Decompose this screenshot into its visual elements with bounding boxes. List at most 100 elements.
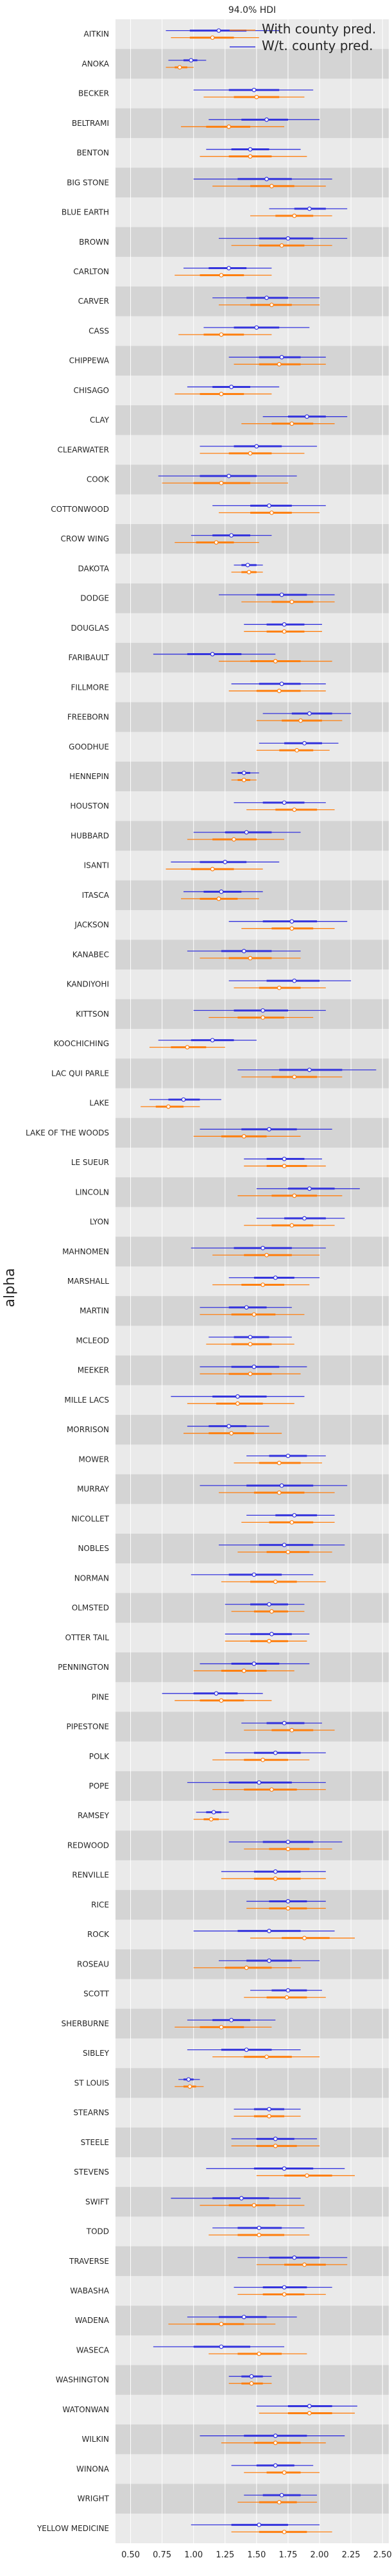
hdi-mark [234, 362, 326, 367]
point-estimate [269, 1787, 274, 1792]
point-estimate [294, 748, 300, 753]
point-estimate [210, 35, 215, 40]
point-estimate [264, 2055, 269, 2060]
point-estimate [244, 1965, 249, 1970]
x-tick-label: 1.00 [184, 2550, 203, 2560]
hdi-mark [241, 926, 335, 931]
hdi-mark [212, 2055, 320, 2060]
hdi-mark [244, 629, 322, 634]
y-tick-label: CARVER [78, 297, 109, 306]
point-estimate [307, 1067, 312, 1073]
point-estimate [289, 599, 294, 604]
hdi-mark [241, 1520, 335, 1525]
hdi-mark [212, 295, 320, 301]
point-estimate [219, 332, 224, 337]
row-band [115, 2424, 389, 2455]
point-estimate [210, 1038, 215, 1043]
hdi-mark [231, 771, 259, 775]
point-estimate [244, 2047, 249, 2053]
hdi-mark [218, 236, 348, 241]
y-tick-label: HUBBARD [71, 831, 109, 840]
hdi-mark [231, 243, 332, 248]
hdi-mark [191, 2522, 320, 2527]
hdi-mark [221, 1869, 326, 1874]
hdi-mark [175, 273, 272, 277]
point-estimate [292, 1074, 297, 1080]
point-estimate [285, 1839, 291, 1844]
point-estimate [264, 1252, 269, 1257]
point-estimate [264, 117, 269, 122]
row-band [115, 2306, 389, 2336]
point-estimate [251, 1364, 257, 1369]
y-tick-label: SIBLEY [83, 2049, 110, 2058]
hdi-mark [256, 1216, 345, 1221]
hdi-mark [153, 652, 276, 656]
y-tick-label: NICOLLET [71, 1514, 109, 1523]
y-tick-label: MURRAY [77, 1485, 110, 1494]
row-band [115, 642, 389, 673]
point-estimate [210, 652, 215, 656]
hdi-mark [196, 1810, 229, 1815]
point-estimate [260, 1015, 266, 1020]
point-estimate [260, 1008, 266, 1013]
hdi-mark [191, 1245, 326, 1250]
point-estimate [269, 302, 274, 308]
point-estimate [285, 1846, 291, 1852]
hdi-mark [175, 2084, 204, 2089]
hdi-mark [171, 859, 280, 864]
chart-title: 94.0% HDI [228, 5, 276, 15]
point-estimate [248, 1371, 253, 1376]
y-tick-label: ANOKA [82, 59, 110, 68]
hdi-mark [187, 837, 285, 842]
hdi-mark [212, 184, 326, 189]
row-band [115, 1889, 389, 1920]
point-estimate [223, 859, 228, 864]
hdi-mark [162, 480, 288, 486]
point-estimate [282, 1164, 287, 1168]
hdi-mark [231, 2529, 332, 2534]
y-tick-label: REDWOOD [67, 1841, 109, 1850]
hdi-mark [209, 117, 320, 122]
hdi-mark [221, 2440, 326, 2446]
point-estimate [251, 1312, 257, 1317]
y-tick-label: DAKOTA [78, 564, 109, 573]
row-band [115, 1830, 389, 1861]
point-estimate [289, 1728, 294, 1733]
hdi-mark [256, 2262, 348, 2267]
y-tick-label: FILLMORE [71, 683, 109, 692]
point-estimate [269, 184, 274, 189]
point-estimate [273, 1750, 278, 1755]
hdi-mark [203, 325, 310, 330]
hdi-mark [234, 563, 263, 568]
hdi-mark [250, 213, 332, 218]
point-estimate [273, 1579, 278, 1584]
row-band [115, 2365, 389, 2395]
row-band [115, 1355, 389, 1385]
point-estimate [219, 2322, 224, 2327]
x-tick-label: 1.50 [247, 2550, 266, 2560]
point-estimate [254, 444, 259, 449]
y-tick-label: NOBLES [78, 1544, 109, 1553]
y-tick-label: COOK [87, 475, 110, 484]
y-tick-label: WASECA [76, 2345, 110, 2354]
hdi-mark [178, 332, 272, 337]
point-estimate [292, 2255, 297, 2260]
point-estimate [282, 2292, 287, 2297]
point-estimate [304, 414, 309, 419]
point-estimate [267, 2107, 271, 2112]
y-tick-label: LINCOLN [75, 1187, 109, 1196]
hdi-mark [218, 1958, 320, 1963]
point-estimate [248, 147, 253, 152]
hdi-mark [262, 711, 352, 716]
hdi-mark [234, 2285, 332, 2290]
hdi-mark [212, 503, 326, 508]
hdi-mark [244, 1164, 326, 1168]
hdi-mark [166, 866, 263, 872]
row-band [115, 1593, 389, 1623]
hdi-mark [228, 2374, 272, 2379]
y-tick-label: WABASHA [70, 2286, 110, 2295]
hdi-mark [234, 2114, 301, 2119]
point-estimate [260, 1245, 266, 1250]
y-tick-label: CROW WING [60, 534, 109, 543]
hdi-mark [191, 533, 272, 538]
